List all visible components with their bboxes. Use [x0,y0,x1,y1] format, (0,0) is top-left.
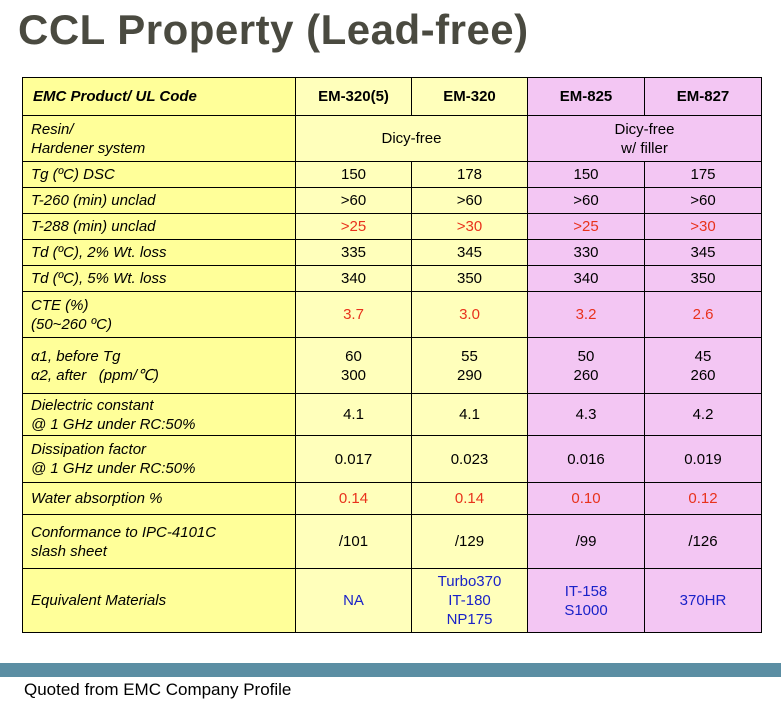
table-cell: >60 [527,187,645,214]
table-cell: /101 [295,514,412,569]
table-cell: 340 [295,265,412,292]
table-header-row: EMC Product/ UL Code EM-320(5) EM-320 EM… [22,77,762,116]
table-row: Td (ºC), 5% Wt. loss 340 350 340 350 [22,265,762,292]
table-cell: 55 290 [411,337,528,394]
table-row: Td (ºC), 2% Wt. loss 335 345 330 345 [22,239,762,266]
table-cell: 150 [295,161,412,188]
table-cell: 330 [527,239,645,266]
header-product: EM-320(5) [295,77,412,116]
table-cell: 0.017 [295,435,412,483]
table-cell: /126 [644,514,762,569]
table-cell: 335 [295,239,412,266]
table-cell: /99 [527,514,645,569]
table-cell: 60 300 [295,337,412,394]
table-cell: 50 260 [527,337,645,394]
footer-source-note: Quoted from EMC Company Profile [24,680,292,699]
row-label: Dielectric constant @ 1 GHz under RC:50% [22,393,296,436]
table-cell: >25 [295,213,412,240]
table-row: Dissipation factor @ 1 GHz under RC:50% 0… [22,435,762,483]
table-cell: 178 [411,161,528,188]
table-row: α1, before Tg α2, after (ppm/℃) 60 300 55 2… [22,337,762,394]
row-label: Resin/Hardener system [22,115,296,162]
table-cell: 340 [527,265,645,292]
table-cell: >60 [295,187,412,214]
table-cell: 0.12 [644,482,762,515]
table-row: T-260 (min) unclad >60 >60 >60 >60 [22,187,762,214]
table-cell: NA [295,568,412,633]
table-cell: 150 [527,161,645,188]
row-label: CTE (%) (50~260 ºC) [22,291,296,338]
table-cell: 3.2 [527,291,645,338]
table-cell: 0.016 [527,435,645,483]
row-label: Conformance to IPC-4101C slash sheet [22,514,296,569]
table-cell: >60 [644,187,762,214]
resin-system-dicy-free: Dicy-free [295,115,528,162]
table-cell: 4.3 [527,393,645,436]
table-cell: 2.6 [644,291,762,338]
row-label: Dissipation factor @ 1 GHz under RC:50% [22,435,296,483]
table-cell: 4.2 [644,393,762,436]
table-row: Equivalent Materials NA Turbo370 IT-180 NP… [22,568,762,633]
table-cell: 0.14 [411,482,528,515]
table-cell: 345 [411,239,528,266]
table-cell: 175 [644,161,762,188]
row-label: T-288 (min) unclad [22,213,296,240]
table-cell: 3.0 [411,291,528,338]
table-row: Tg (ºC) DSC 150 178 150 175 [22,161,762,188]
resin-system-dicy-free-filler: Dicy-free w/ filler [527,115,762,162]
table-cell: >30 [644,213,762,240]
table-row: Resin/Hardener system Dicy-free Dicy-fre… [22,115,762,162]
row-label: Water absorption % [22,482,296,515]
table-cell: 0.019 [644,435,762,483]
row-label: Td (ºC), 2% Wt. loss [22,239,296,266]
row-label: Equivalent Materials [22,568,296,633]
row-label: Td (ºC), 5% Wt. loss [22,265,296,292]
table-cell: 345 [644,239,762,266]
table-cell: 4.1 [411,393,528,436]
row-label: α1, before Tg α2, after (ppm/℃) [22,337,296,394]
table-cell: 0.14 [295,482,412,515]
header-product: EM-320 [411,77,528,116]
table-row: Water absorption % 0.14 0.14 0.10 0.12 [22,482,762,515]
table-cell: IT-158 S1000 [527,568,645,633]
row-label: Tg (ºC) DSC [22,161,296,188]
table-cell: Turbo370 IT-180 NP175 [411,568,528,633]
header-product: EM-827 [644,77,762,116]
table-cell: 0.023 [411,435,528,483]
table-cell: /129 [411,514,528,569]
header-label: EMC Product/ UL Code [22,77,296,116]
table-cell: 45 260 [644,337,762,394]
row-label: T-260 (min) unclad [22,187,296,214]
header-product: EM-825 [527,77,645,116]
table-row: T-288 (min) unclad >25 >30 >25 >30 [22,213,762,240]
table-cell: 350 [411,265,528,292]
table-row: Dielectric constant @ 1 GHz under RC:50% … [22,393,762,436]
table-cell: 0.10 [527,482,645,515]
page-title: CCL Property (Lead-free) [18,6,529,53]
table-row: Conformance to IPC-4101C slash sheet /101… [22,514,762,569]
table-cell: 350 [644,265,762,292]
table-cell: 4.1 [295,393,412,436]
table-row: CTE (%) (50~260 ºC) 3.7 3.0 3.2 2.6 [22,291,762,338]
table-cell: 3.7 [295,291,412,338]
ccl-property-table: EMC Product/ UL Code EM-320(5) EM-320 EM… [22,77,762,633]
bottom-divider-bar [0,663,781,677]
table-cell: >60 [411,187,528,214]
table-cell: >30 [411,213,528,240]
table-cell: >25 [527,213,645,240]
table-cell: 370HR [644,568,762,633]
